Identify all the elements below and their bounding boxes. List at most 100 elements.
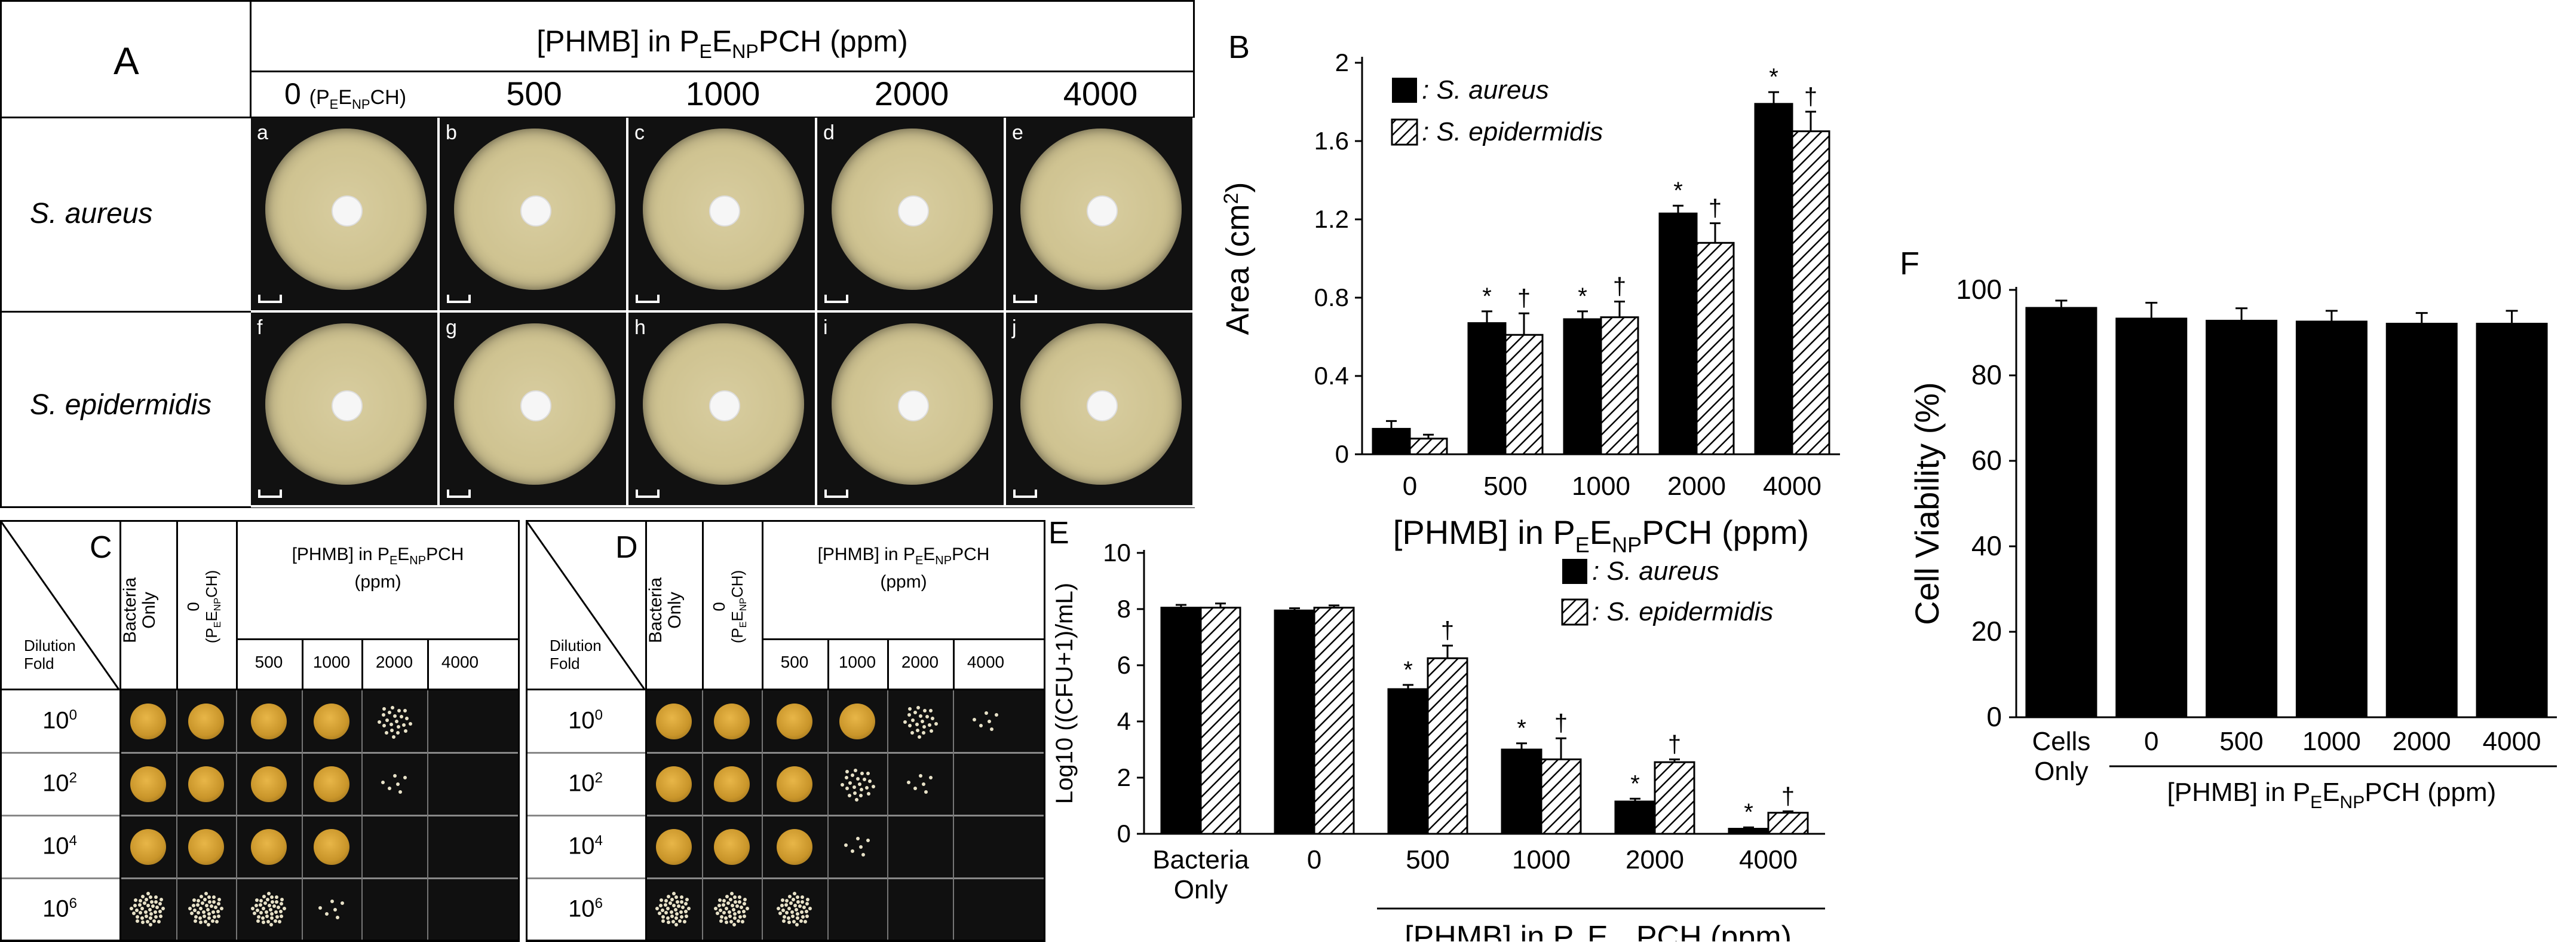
panel_d-colony-dot	[717, 904, 721, 908]
panel_c-colony-dot	[275, 915, 279, 919]
antibiotic-disc-i	[898, 390, 929, 421]
b-bar-1-3	[1695, 241, 1735, 455]
plate-cell-g: g	[440, 313, 628, 507]
panel-a-label: A	[114, 39, 139, 82]
e-bar-1-4	[1654, 761, 1695, 835]
panel_c-colony-dot	[381, 780, 385, 784]
panel_c-dilution-6: 106	[42, 895, 77, 922]
panel_c-colony-dot	[390, 705, 394, 709]
e-mark-1-2: †	[1441, 617, 1454, 644]
panel_d-colony-dot	[737, 910, 741, 915]
panel_d-colony-dot	[795, 895, 799, 900]
panel_d-colony-dot	[872, 784, 876, 788]
panel_c-colony-dot	[138, 898, 142, 903]
panel_c-colony-dot	[145, 919, 149, 923]
e-ylabel: Log10 ((CFU+1)/mL)	[1051, 583, 1078, 804]
panel_d-colony-dot	[732, 922, 737, 926]
panel_d-colony-dot	[666, 920, 670, 925]
panel_d-colony-dot	[865, 785, 869, 790]
antibiotic-disc-g	[520, 390, 551, 421]
panel_d-col-line	[887, 879, 888, 941]
b-mark-1-3: †	[1709, 195, 1722, 222]
panel-a: A [PHMB] in PEENPPCH (ppm) 0 (PEENPCH) 5…	[0, 0, 1195, 508]
panel-a-col-2: 1000	[685, 75, 760, 112]
panel-b-chart: 0 0.4 0.8 1.2 1.6 2 0 500 * † 1000 * † 2000 * † 4000 * † Ar…	[1220, 48, 1840, 556]
e-legend-swatch-aureus	[1562, 559, 1587, 584]
e-bar-1-0	[1200, 607, 1241, 835]
panel_d-colony-dot	[780, 898, 784, 903]
panel_c-colony-dot	[392, 714, 397, 718]
panel_d-colony-dot	[910, 718, 915, 722]
panel-a-header-divider-left	[250, 0, 252, 117]
b-xtick-label-4: 4000	[1763, 472, 1821, 501]
panel_c-colony-dot	[149, 895, 153, 900]
e-bar-0-5	[1728, 828, 1770, 835]
panel_d-colony-dot	[674, 922, 678, 926]
scale-bar-a	[258, 295, 282, 303]
panel_c-colony-dot	[259, 911, 263, 915]
f-bar-4	[2385, 323, 2458, 717]
e-xtick-label-1: 0	[1307, 845, 1321, 874]
panel_c-conc-500: 500	[254, 653, 283, 671]
panel_c-colony-dot	[212, 895, 216, 900]
panel_d-colony-dot	[679, 910, 683, 915]
panel_c-group-hline	[236, 638, 520, 640]
panel_c-conc-1000: 1000	[312, 653, 351, 671]
plate-cell-i: i	[817, 313, 1006, 507]
panel_c-colony-dot	[197, 911, 201, 915]
panel_d-colony-dot	[800, 910, 804, 915]
panel_d-col-line	[887, 690, 888, 753]
panel_d-colony-dot	[796, 912, 800, 916]
panel_c-colony-dot	[254, 904, 258, 908]
b-ytick-label-2: 0.8	[1314, 283, 1349, 311]
e-xtick-only: Only	[1174, 875, 1228, 904]
panel_c-colony-dot	[198, 916, 203, 920]
panel_c-colony-dot	[137, 903, 142, 907]
panel_c-colony-dot	[153, 910, 157, 915]
b-legend-swatch-epi	[1391, 118, 1418, 146]
panel_d-conc-div-1	[827, 638, 829, 690]
panel_d-colony-dot	[674, 916, 678, 920]
panel_c-conc-div-3	[427, 638, 429, 690]
antibiotic-disc-j	[1087, 390, 1118, 421]
panel_c-colony-dot	[262, 894, 266, 898]
panel_d-colony-dot	[674, 912, 679, 916]
panel_d-col-line	[762, 879, 763, 941]
panel_c-colony-dot	[207, 916, 211, 920]
panel_d-colony-dot	[913, 787, 917, 791]
panel_c-colony-dot	[262, 920, 266, 925]
panel_c-colony-dot	[194, 915, 198, 919]
panel_d-colony-dot	[736, 919, 740, 923]
panel_c-colony-dot	[204, 919, 208, 923]
panel_c-colony-dot	[217, 898, 222, 902]
panel_d-colony-dot	[913, 711, 918, 715]
panel_d-colony-dot	[664, 898, 668, 903]
panel_c-colony-dot	[140, 920, 145, 925]
panel_c-corner-text: Dilution Fold	[24, 637, 76, 672]
panel_d-colony-dot	[681, 906, 685, 910]
panel_d-colony-dot	[792, 919, 796, 923]
panel_d-colony-dot	[717, 898, 722, 903]
panel_d-col-line	[953, 753, 954, 816]
panel_c-colony-dot	[148, 922, 152, 926]
panel_c-colony-dot	[265, 897, 269, 901]
panel_d-colony-dot	[910, 730, 914, 735]
panel_c-colony-dot	[396, 782, 400, 786]
panel_d-colony-dot	[776, 906, 780, 910]
panel_d-colony-dot	[907, 780, 911, 784]
panel_d-colony-dot	[739, 906, 743, 910]
panel_d-colony-dot	[745, 906, 749, 910]
scale-bar-b	[447, 295, 471, 303]
panel_d-colony-dot	[916, 705, 920, 709]
panel_c-colony-dot	[403, 708, 407, 712]
panel_d-vdiv-1	[702, 520, 704, 690]
panel_d-colony-dot	[785, 898, 789, 903]
e-xtick-label-3: 1000	[1512, 845, 1571, 874]
e-ytick-label-2: 4	[1117, 707, 1131, 735]
panel_d-colony-dot	[859, 794, 863, 798]
panel_d-colony-dot	[664, 911, 668, 915]
b-xtick-label-2: 1000	[1572, 472, 1630, 501]
panel_d-col-line	[702, 879, 703, 941]
panel_c-colony-dot	[275, 895, 279, 900]
panel_d-colony-dot	[985, 711, 989, 715]
